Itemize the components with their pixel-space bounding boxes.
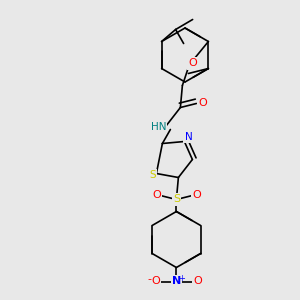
Text: O: O — [192, 190, 201, 200]
Text: S: S — [173, 194, 180, 205]
Text: S: S — [149, 170, 156, 181]
Text: HN: HN — [151, 122, 166, 133]
Text: N: N — [172, 277, 181, 286]
Text: O: O — [188, 58, 197, 68]
Text: N: N — [184, 131, 192, 142]
Text: O: O — [152, 190, 161, 200]
Text: -: - — [147, 274, 152, 284]
Text: O: O — [151, 277, 160, 286]
Text: O: O — [193, 277, 202, 286]
Text: O: O — [198, 98, 207, 107]
Text: +: + — [178, 274, 185, 283]
